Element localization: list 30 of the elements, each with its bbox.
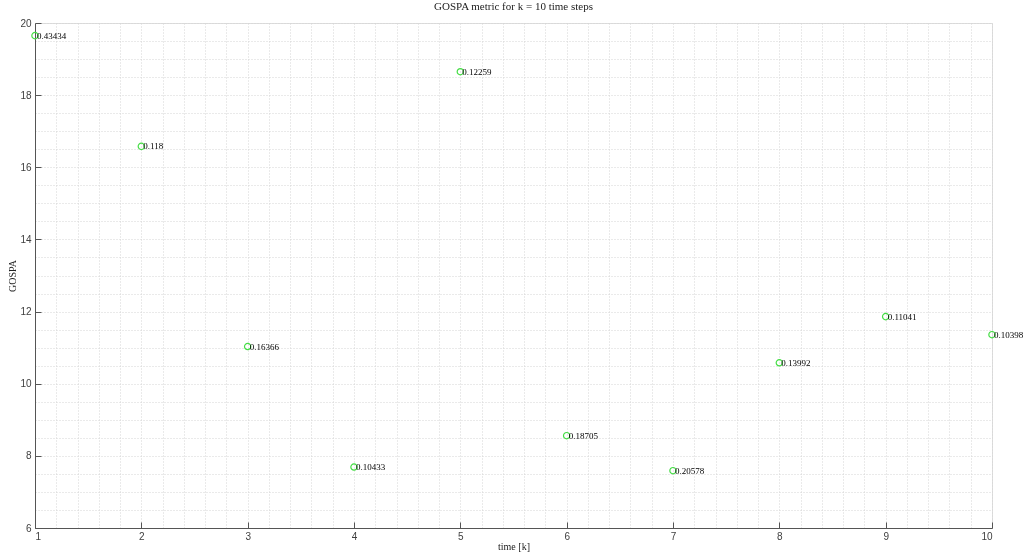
- x-tick-label: 8: [777, 530, 784, 542]
- x-tick-label: 1: [35, 530, 42, 542]
- annotation: 0.18705: [568, 430, 599, 441]
- annotation: 0.11041: [887, 311, 917, 322]
- annotation: 0.10433: [356, 462, 386, 473]
- annotation: 0.10398: [994, 329, 1024, 340]
- y-tick-label: 8: [25, 450, 32, 462]
- x-tick-label: 9: [883, 530, 890, 542]
- annotation: 0.13992: [781, 357, 811, 368]
- x-tick-label: 7: [670, 530, 677, 542]
- y-tick-label: 10: [20, 378, 32, 390]
- annotation: 0.16366: [249, 341, 280, 352]
- chart-title: GOSPA metric for k = 10 time steps: [434, 0, 593, 12]
- x-tick-label: 5: [458, 530, 465, 542]
- x-tick-label: 4: [351, 530, 358, 542]
- y-axis-title: GOSPA: [7, 259, 19, 292]
- x-tick-label: 10: [981, 530, 993, 542]
- x-tick-label: 6: [564, 530, 571, 542]
- x-tick-label: 3: [245, 530, 252, 542]
- x-axis-title: time [k]: [498, 540, 530, 552]
- y-tick-label: 18: [20, 89, 32, 101]
- y-tick-label: 20: [20, 17, 32, 29]
- annotation: 0.12259: [462, 66, 493, 77]
- y-tick-label: 12: [20, 306, 32, 318]
- y-tick-label: 16: [20, 161, 32, 173]
- x-tick-label: 2: [139, 530, 146, 542]
- y-tick-label: 14: [20, 233, 32, 245]
- annotation: 0.43434: [37, 30, 67, 41]
- y-tick-label: 6: [25, 522, 32, 534]
- annotation: 0.20578: [675, 465, 705, 476]
